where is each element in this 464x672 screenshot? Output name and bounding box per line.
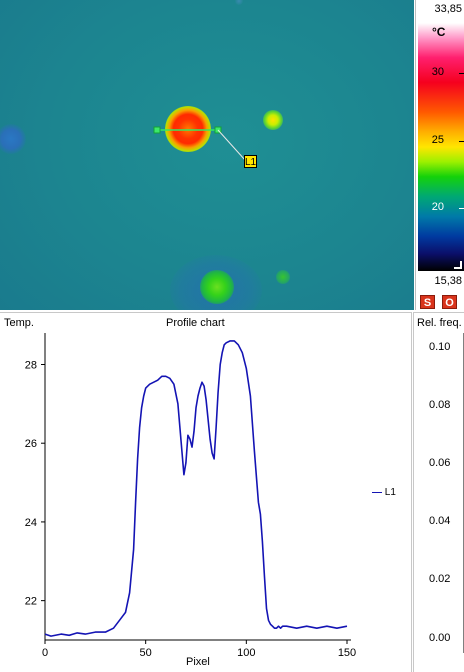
profile-chart-panel: Temp. Profile chart 22 24 26 28 0 50 100 150 Pi… [0,312,412,672]
x-tick-label: 0 [42,647,48,659]
profile-chart[interactable]: 22 24 26 28 0 50 100 150 [0,313,411,672]
x-tick-label: 150 [338,647,356,659]
scale-tick-mark [459,73,464,74]
freq-tick-label: 0.04 [429,515,450,527]
scale-tick-mark [459,208,464,209]
scale-min-value[interactable]: 15,38 [416,275,462,287]
legend[interactable]: L1 [372,487,396,498]
legend-swatch [372,492,382,493]
freq-tick-label: 0.10 [429,341,450,353]
scale-max-value[interactable]: 33,85 [416,3,462,15]
color-scale-bar[interactable]: °C 30 25 20 [418,23,464,271]
freq-tick-label: 0.00 [429,632,450,644]
histogram-panel: Rel. freq. 0.10 0.08 0.06 0.04 0.02 0.00 [413,312,464,672]
y-tick-label: 26 [25,438,37,450]
scale-tick-label: 30 [418,66,444,78]
measure-overlay [0,0,414,310]
freq-tick-label: 0.02 [429,573,450,585]
scale-tick-mark [459,141,464,142]
label-leader-line [218,130,245,160]
freq-tick-label: 0.08 [429,399,450,411]
freq-tick-label: 0.06 [429,457,450,469]
legend-label: L1 [385,487,396,498]
profile-xlabel: Pixel [186,656,210,668]
scale-unit-label: °C [432,25,445,39]
y-tick-label: 24 [25,517,37,529]
corner-resize-icon[interactable] [454,261,462,269]
x-tick-label: 50 [140,647,152,659]
y-tick-label: 28 [25,359,37,371]
measure-line-label[interactable]: L1 [244,155,257,168]
y-tick-label: 22 [25,596,37,608]
s-button[interactable]: S [420,295,435,309]
thermal-image[interactable]: L1 [0,0,414,310]
scale-tick-label: 20 [418,201,444,213]
x-tick-label: 100 [237,647,255,659]
color-scale-panel: 33,85 °C 30 25 20 15,38 [415,0,464,310]
o-button[interactable]: O [442,295,457,309]
scale-tick-label: 25 [418,134,444,146]
histogram-axis [414,313,464,672]
series-line-l1 [45,341,347,636]
measure-line-handle-start[interactable] [154,127,160,133]
